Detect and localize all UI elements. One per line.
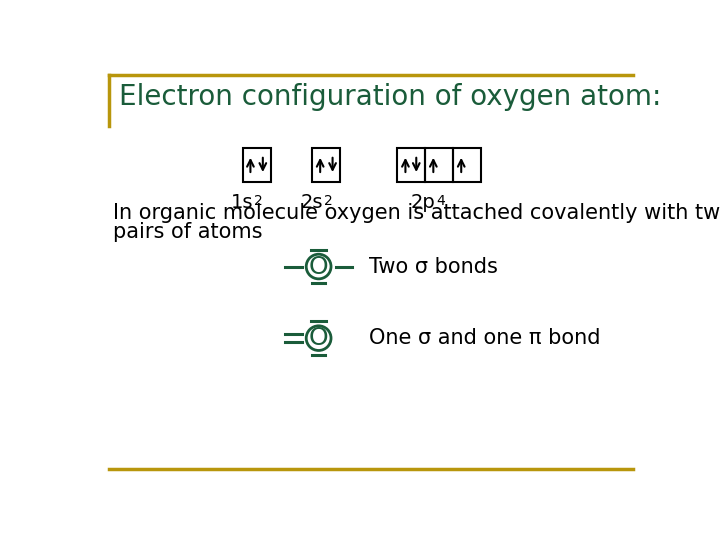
Bar xyxy=(312,148,341,182)
Text: 2: 2 xyxy=(324,194,333,208)
Text: 2p: 2p xyxy=(411,193,436,212)
Bar xyxy=(243,148,271,182)
Text: Electron configuration of oxygen atom:: Electron configuration of oxygen atom: xyxy=(120,83,662,111)
Text: 4: 4 xyxy=(436,194,445,208)
Text: 2: 2 xyxy=(254,194,263,208)
Text: In organic molecule oxygen is attached covalently with two: In organic molecule oxygen is attached c… xyxy=(113,202,720,222)
Text: O: O xyxy=(309,254,328,279)
Text: 2s: 2s xyxy=(301,193,323,212)
Text: 1s: 1s xyxy=(231,193,253,212)
Bar xyxy=(397,148,425,182)
Bar xyxy=(453,148,481,182)
Text: pairs of atoms: pairs of atoms xyxy=(113,222,263,242)
Bar xyxy=(425,148,453,182)
Text: One σ and one π bond: One σ and one π bond xyxy=(369,328,600,348)
Text: O: O xyxy=(309,326,328,350)
Text: Two σ bonds: Two σ bonds xyxy=(369,256,498,276)
